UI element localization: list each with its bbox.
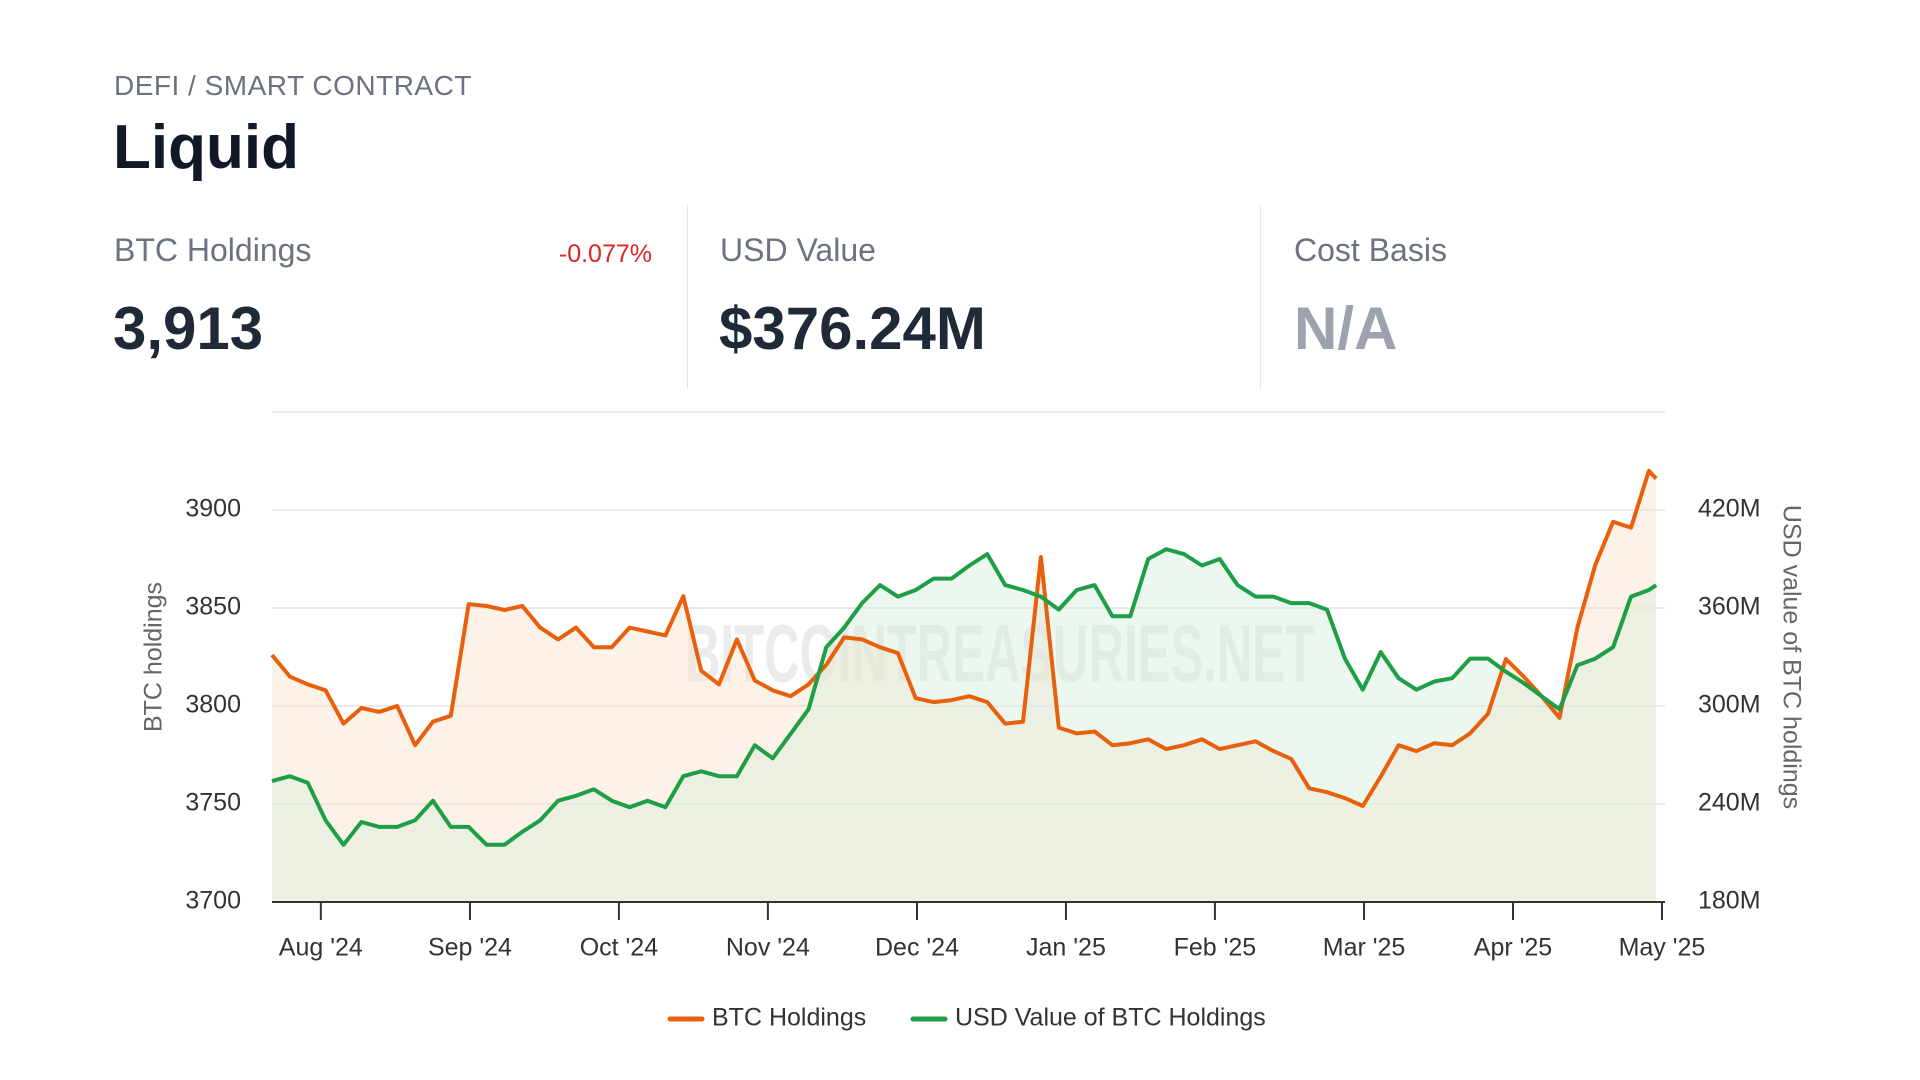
y-axis-title: BTC holdings [140,582,168,732]
stat-label: Cost Basis [1294,232,1447,268]
x-tick-label: Jan '25 [1026,934,1106,962]
y-tick-label: 3900 [185,495,241,523]
legend-label: BTC Holdings [712,1004,866,1032]
y2-tick-label: 300M [1698,691,1761,719]
stat-value: 3,913 [113,295,264,362]
y-tick-label: 3700 [185,887,241,915]
stat-change: -0.077% [558,240,652,268]
x-tick-label: Sep '24 [428,934,512,962]
category: DEFI / SMART CONTRACT [114,70,472,101]
divider [1260,205,1261,389]
area [272,470,1657,902]
y2-tick-label: 360M [1698,593,1761,621]
divider [687,205,688,389]
legend-label: USD Value of BTC Holdings [955,1004,1266,1032]
y2-axis-title: USD value of BTC holdings [1777,505,1805,809]
y-tick-label: 3800 [185,691,241,719]
x-tick-label: Aug '24 [279,934,363,962]
stat-value: $376.24M [719,295,986,362]
area [272,549,1657,902]
x-tick-label: Mar '25 [1323,934,1406,962]
x-tick-label: May '25 [1619,934,1706,962]
y-tick-label: 3850 [185,593,241,621]
stat-label: USD Value [720,232,876,268]
y-tick-label: 3750 [185,789,241,817]
title: Liquid [113,113,299,182]
stat-label: BTC Holdings [114,232,312,268]
series-line [271,547,1658,847]
watermark: BITCOINTREASURIES.NET [685,609,1315,700]
stat-value: N/A [1294,295,1398,362]
x-tick-label: Nov '24 [726,934,810,962]
series-line [270,468,1658,808]
x-tick-label: Oct '24 [580,934,659,962]
x-tick-label: Dec '24 [875,934,959,962]
y2-tick-label: 180M [1698,887,1761,915]
y2-tick-label: 240M [1698,789,1761,817]
y2-tick-label: 420M [1698,495,1761,523]
x-tick-label: Apr '25 [1474,934,1552,962]
x-tick-label: Feb '25 [1174,934,1257,962]
